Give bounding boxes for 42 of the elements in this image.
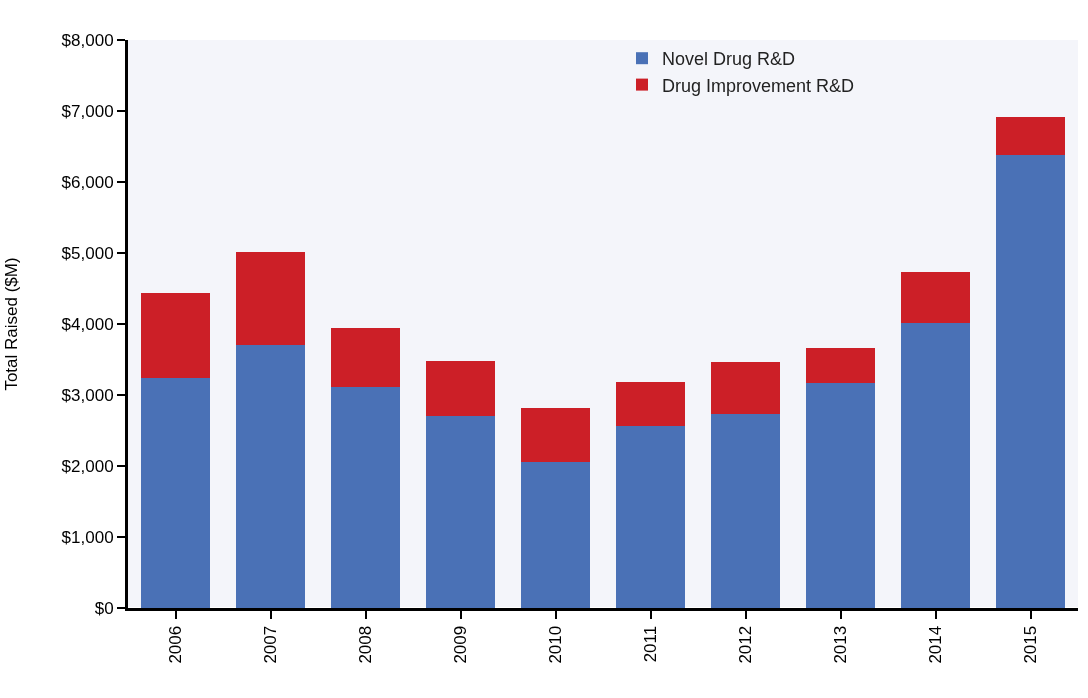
bar	[900, 272, 971, 323]
bar	[805, 348, 876, 383]
bar	[520, 408, 591, 462]
y-tick-label: $2,000	[61, 456, 114, 476]
legend-label: Drug Improvement R&D	[662, 75, 855, 96]
x-tick-label: 2015	[1021, 625, 1041, 664]
bar	[805, 382, 876, 608]
y-tick-label: $7,000	[61, 101, 114, 121]
x-tick-label: 2014	[926, 625, 946, 664]
y-tick-label: $4,000	[61, 314, 114, 334]
bar	[520, 461, 591, 608]
bar	[425, 360, 496, 416]
x-tick-label: 2013	[831, 625, 851, 664]
legend-label: Novel Drug R&D	[662, 49, 796, 70]
bar	[615, 381, 686, 427]
bar	[615, 426, 686, 608]
x-tick-label: 2011	[641, 625, 661, 663]
y-tick-label: $6,000	[61, 172, 114, 192]
y-tick-label: $0	[94, 598, 114, 618]
bar	[330, 328, 401, 388]
x-tick-label: 2006	[166, 625, 186, 664]
bar	[995, 155, 1066, 608]
x-tick-label: 2008	[356, 625, 376, 664]
bar	[140, 292, 211, 378]
y-tick-label: $3,000	[61, 385, 114, 405]
bar	[425, 415, 496, 608]
x-tick-label: 2012	[736, 625, 756, 664]
x-tick-label: 2007	[261, 625, 281, 664]
x-tick-label: 2009	[451, 625, 471, 664]
y-tick-label: $8,000	[61, 30, 114, 50]
bar	[995, 116, 1066, 156]
y-tick-label: $5,000	[61, 243, 114, 263]
y-axis-title: Total Raised ($M)	[2, 257, 22, 391]
bar	[710, 414, 781, 608]
bar	[140, 377, 211, 608]
bar	[900, 322, 971, 608]
x-tick-label: 2010	[546, 625, 566, 664]
bar	[235, 251, 306, 345]
bar	[710, 361, 781, 415]
bar	[330, 387, 401, 608]
bar	[235, 344, 306, 608]
y-tick-label: $1,000	[61, 527, 114, 547]
